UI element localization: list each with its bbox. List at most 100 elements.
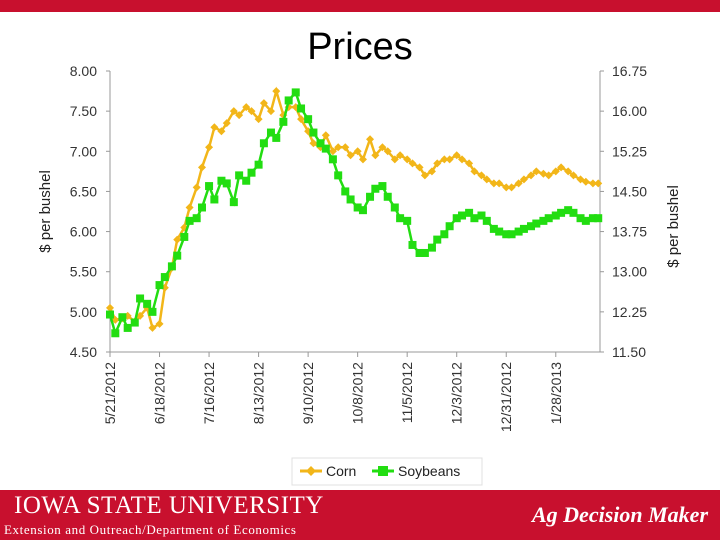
soybeans-point	[465, 208, 474, 217]
soybeans-point	[440, 230, 449, 239]
soybeans-point	[551, 211, 560, 220]
left-tick-label: 4.50	[70, 344, 97, 360]
corn-point	[185, 203, 194, 212]
corn-point	[309, 139, 318, 148]
x-tick-label: 5/21/2012	[102, 362, 118, 424]
left-tick-label: 5.50	[70, 264, 97, 280]
soybeans-point	[358, 206, 367, 215]
corn-point	[403, 155, 412, 164]
right-tick-label: 16.75	[612, 63, 647, 79]
corn-point	[173, 235, 182, 244]
right-axis-title: $ per bushel	[665, 185, 682, 268]
soybeans-point	[297, 104, 306, 113]
soybeans-point	[205, 182, 214, 191]
footer-brand: Ag Decision Maker	[532, 502, 708, 527]
soybeans-point	[341, 187, 350, 196]
soybeans-point	[106, 310, 114, 319]
corn-point	[192, 183, 201, 192]
soybeans-point	[390, 203, 399, 212]
soybeans-point	[588, 214, 597, 223]
soybeans-point	[143, 299, 152, 308]
corn-point	[358, 155, 367, 164]
soybeans-point	[371, 184, 380, 193]
soybeans-point	[284, 96, 293, 105]
corn-point	[378, 143, 387, 152]
soybeans-point	[569, 208, 578, 217]
corn-point	[594, 179, 603, 188]
footer-subtitle: Extension and Outreach/Department of Eco…	[4, 522, 297, 537]
x-tick-label: 9/10/2012	[300, 362, 316, 424]
corn-point	[321, 131, 330, 140]
soybeans-point	[470, 214, 479, 223]
left-tick-label: 6.00	[70, 224, 97, 240]
x-tick-label: 8/13/2012	[251, 362, 267, 424]
soybeans-point	[581, 216, 590, 225]
soybeans-point	[210, 195, 219, 204]
soybeans-point	[321, 144, 330, 153]
corn-point	[544, 171, 553, 180]
corn-point	[489, 179, 498, 188]
soybeans-point	[532, 219, 541, 228]
corn-point	[465, 159, 474, 168]
corn-point	[440, 155, 449, 164]
soybeans-point	[427, 243, 436, 252]
soybeans-point	[111, 329, 120, 338]
corn-point	[334, 143, 343, 152]
corn-point	[229, 107, 238, 116]
soybeans-point	[192, 214, 201, 223]
corn-point	[433, 159, 442, 168]
right-tick-label: 13.75	[612, 224, 647, 240]
soybeans-series-line	[108, 89, 599, 337]
soybeans-point	[118, 313, 127, 322]
soybeans-point	[527, 222, 536, 231]
soybeans-point	[403, 216, 412, 225]
right-tick-label: 12.25	[612, 304, 647, 320]
x-tick-label: 7/16/2012	[201, 362, 217, 424]
corn-point	[106, 303, 114, 312]
soybeans-point	[148, 307, 157, 316]
corn-point	[452, 151, 461, 160]
corn-point	[235, 111, 244, 120]
soybeans-point	[304, 115, 313, 124]
x-tick-label: 6/18/2012	[152, 362, 168, 424]
corn-point	[581, 177, 590, 186]
soybeans-point	[378, 182, 387, 191]
corn-point	[514, 179, 523, 188]
chart-axes: 4.50 5.00 5.50 6.00 6.50 7.00 7.50 8.00 11.50 12.…	[37, 63, 682, 432]
corn-point	[557, 163, 566, 172]
left-tick-label: 6.50	[70, 183, 97, 199]
corn-point	[507, 183, 516, 192]
soybeans-point	[408, 240, 417, 249]
left-axis-title: $ per bushel	[37, 170, 54, 253]
x-tick-label: 10/8/2012	[350, 362, 366, 424]
soybeans-point	[557, 208, 566, 217]
corn-legend-marker	[306, 466, 316, 476]
corn-legend-label: Corn	[326, 463, 356, 479]
soybeans-point	[482, 216, 491, 225]
corn-point	[495, 179, 504, 188]
soybeans-point	[173, 251, 182, 260]
corn-point	[197, 163, 206, 172]
corn-point	[390, 155, 399, 164]
soybeans-point	[254, 160, 263, 169]
corn-point	[427, 167, 436, 176]
soybeans-point	[445, 222, 454, 231]
right-tick-label: 11.50	[612, 344, 646, 360]
corn-point	[272, 87, 281, 96]
soybeans-point	[180, 232, 189, 241]
corn-point	[148, 323, 157, 332]
corn-point	[532, 167, 541, 176]
soybeans-point	[197, 203, 206, 212]
soybeans-point	[167, 262, 176, 271]
soybeans-point	[185, 216, 194, 225]
soybeans-point	[272, 133, 281, 142]
corn-point	[328, 147, 337, 156]
corn-point	[254, 115, 263, 124]
soybeans-point	[316, 139, 325, 148]
soybeans-point	[477, 211, 486, 220]
corn-point	[266, 107, 275, 116]
x-tick-label: 12/31/2012	[498, 362, 514, 432]
corn-point	[136, 311, 145, 320]
corn-point	[297, 115, 306, 124]
footer-banner: Iowa State University Extension and Outr…	[0, 490, 720, 540]
